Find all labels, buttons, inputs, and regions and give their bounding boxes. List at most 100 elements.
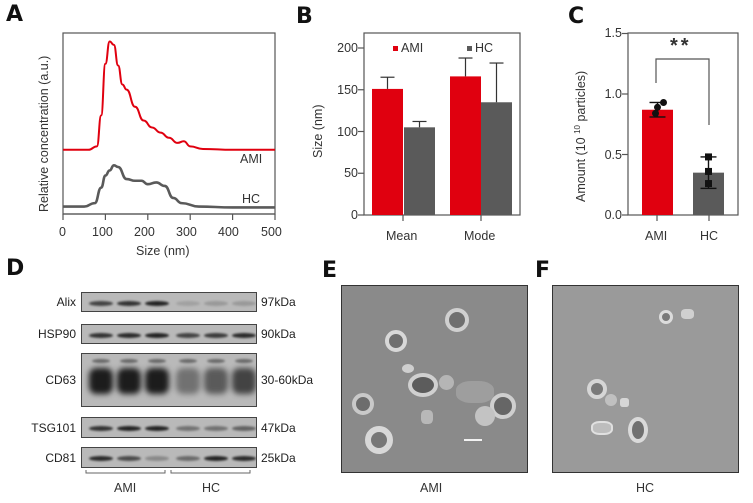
- vesicle: [591, 421, 613, 435]
- data-point: [660, 98, 667, 106]
- blot-band: [117, 368, 141, 394]
- vesicle: [628, 417, 648, 443]
- hc-curve: [63, 163, 275, 209]
- blot-band: [232, 332, 256, 338]
- y-tick: 1.5: [604, 26, 622, 40]
- blot-strip-cd63: [81, 353, 257, 407]
- blot-label-cd63: CD63: [45, 373, 76, 387]
- vesicle: [620, 398, 629, 407]
- blot-band: [89, 456, 113, 461]
- blot-band: [204, 332, 228, 338]
- blot-band: [117, 332, 141, 338]
- blot-band: [89, 332, 113, 338]
- blot-band: [145, 368, 169, 394]
- data-point: [654, 103, 661, 111]
- blot-kda-alix: 97kDa: [261, 295, 296, 309]
- blot-strip-tsg101: [81, 417, 257, 438]
- vesicle: [365, 426, 393, 454]
- x-tick: 0: [59, 225, 66, 239]
- vesicle: [352, 393, 374, 415]
- blot-band: [207, 359, 225, 363]
- blot-band: [176, 332, 200, 338]
- tem-image-ami: [341, 285, 528, 473]
- vesicle: [385, 330, 407, 352]
- y-tick: 1.0: [604, 87, 622, 101]
- blot-band: [204, 300, 228, 306]
- bar-ami-mode: [450, 76, 481, 215]
- blot-strip-hsp90: [81, 324, 257, 344]
- significance-stars: **: [670, 35, 692, 57]
- data-point: [705, 180, 712, 188]
- blot-band: [176, 300, 200, 306]
- bar-ami: [642, 109, 673, 215]
- blot-label-cd81: CD81: [45, 450, 76, 465]
- significance-bracket: [655, 58, 710, 125]
- vesicle: [587, 379, 607, 399]
- y-tick: 100: [337, 125, 358, 139]
- legend-hc-swatch: [467, 46, 472, 51]
- blot-group-ami: AMI: [114, 481, 137, 495]
- blot-band: [92, 359, 110, 363]
- blot-band: [179, 359, 197, 363]
- blot-band: [148, 359, 166, 363]
- blot-band: [120, 359, 138, 363]
- blot-band: [232, 456, 256, 461]
- blot-band: [204, 426, 228, 431]
- blot-strip-alix: [81, 292, 257, 312]
- vesicle: [408, 373, 438, 397]
- blot-label-tsg101: TSG101: [31, 420, 76, 435]
- blot-band: [232, 368, 256, 394]
- panel-label-a: A: [6, 2, 24, 27]
- blot-strip-cd81: [81, 447, 257, 468]
- legend-ami-swatch: [393, 46, 398, 51]
- vesicle: [402, 364, 414, 373]
- y-tick: 50: [344, 166, 358, 180]
- blot-band: [235, 359, 253, 363]
- hc-curve-label: HC: [242, 192, 261, 206]
- blot-label-alix: Alix: [56, 295, 76, 309]
- panel-label-c: C: [568, 4, 585, 29]
- x-axis-title: Size (nm): [136, 244, 190, 258]
- blot-band: [204, 456, 228, 461]
- blot-band: [176, 426, 200, 431]
- vesicle: [421, 410, 433, 424]
- blot-kda-cd81: 25kDa: [261, 450, 296, 465]
- x-tick: 400: [218, 225, 239, 239]
- x-category-hc: HC: [700, 229, 719, 243]
- panel-label-d: D: [6, 256, 25, 281]
- data-point: [705, 167, 712, 175]
- blot-band: [232, 300, 256, 306]
- scale-bar: [464, 439, 482, 441]
- tem-caption-ami: AMI: [420, 481, 443, 495]
- legend-hc-label: HC: [475, 41, 494, 55]
- x-category-mean: Mean: [386, 229, 418, 243]
- x-tick: 200: [134, 225, 155, 239]
- blot-kda-hsp90: 90kDa: [261, 327, 296, 341]
- y-tick: 200: [337, 41, 358, 55]
- vesicle: [456, 381, 494, 403]
- blot-band: [89, 300, 113, 306]
- blot-band: [204, 368, 228, 394]
- y-tick: 0.0: [604, 208, 622, 222]
- x-tick: 300: [176, 225, 197, 239]
- blot-kda-cd63: 30-60kDa: [261, 373, 314, 387]
- blot-kda-tsg101: 47kDa: [261, 420, 296, 435]
- vesicle: [659, 310, 673, 324]
- panel-label-b: B: [296, 4, 313, 29]
- blot-band: [145, 456, 169, 461]
- data-point: [705, 153, 712, 161]
- blot-band: [176, 368, 200, 394]
- blot-band: [145, 332, 169, 338]
- vesicle: [439, 375, 454, 390]
- panel-label-e: E: [322, 258, 338, 283]
- blot-band: [117, 300, 141, 306]
- x-category-mode: Mode: [464, 229, 496, 243]
- bar-hc-mean: [404, 127, 435, 215]
- blot-band: [145, 300, 169, 306]
- legend-ami-label: AMI: [401, 41, 424, 55]
- tem-image-hc: [552, 285, 739, 473]
- panel-label-f: F: [535, 258, 551, 283]
